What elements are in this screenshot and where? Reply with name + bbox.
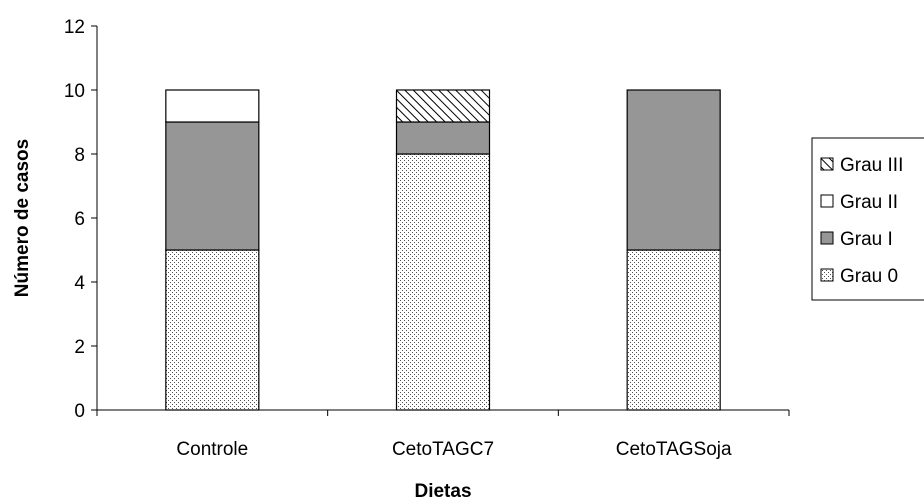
bars [165,89,721,411]
legend-swatch [820,157,834,171]
legend-label: Grau II [840,192,898,213]
x-axis-title: Dietas [414,481,471,502]
legend: Grau III Grau II Grau I Grau 0 [811,137,924,301]
bar-segment [626,89,721,251]
legend-label: Grau I [840,229,893,250]
bar-segment [395,153,491,411]
x-tick-label: CetoTAGSoja [616,439,732,460]
y-tick-label: 2 [74,337,85,358]
legend-swatch [820,194,834,208]
bar-segment [395,89,491,123]
y-tick-label: 8 [74,145,85,166]
legend-label: Grau III [840,155,903,176]
x-axis: Controle CetoTAGC7 CetoTAGSoja [96,409,790,460]
x-tick-label: Controle [176,439,248,460]
bar-segment [626,249,721,411]
y-tick-label: 6 [74,209,85,230]
x-tick-label: CetoTAGC7 [392,439,494,460]
y-tick-label: 4 [74,273,85,294]
bar-segment [165,249,260,411]
y-axis: 0 2 4 6 8 10 12 [64,17,98,422]
bar-segment [165,89,260,123]
y-tick-label: 0 [74,401,85,422]
legend-label: Grau 0 [840,266,898,287]
y-tick-label: 12 [64,17,85,38]
y-axis-title: Número de casos [12,139,33,297]
bar-segment [165,121,260,251]
bar-segment [395,121,491,155]
y-tick-label: 10 [64,81,85,102]
legend-swatch [820,268,834,282]
legend-swatch [820,231,834,245]
